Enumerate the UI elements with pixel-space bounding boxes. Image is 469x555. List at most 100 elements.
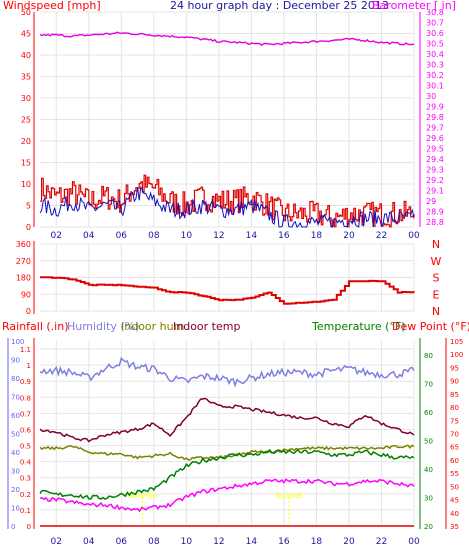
barometer-tick-label: 30.5 [426, 39, 444, 48]
x-tick-label: 08 [148, 231, 160, 241]
humidity-tick-label: 0 [11, 523, 15, 531]
barometer-tick-label: 28.9 [426, 207, 444, 216]
dewpoint-tick-label: 95 [450, 364, 459, 372]
barometer-tick-label: 29 [426, 197, 436, 206]
wind-tick-label: 20 [21, 137, 31, 146]
dewpoint-tick-label: 90 [450, 378, 459, 386]
x-tick-label: 14 [246, 231, 258, 241]
humidity-tick-label: 10 [11, 505, 20, 513]
x-tick-label: 16 [278, 231, 290, 241]
indoor-temp-series-line [39, 397, 415, 443]
barometer-tick-label: 30.7 [426, 18, 444, 27]
x-tick-label: 16 [278, 537, 290, 547]
dewpoint-tick-label: 45 [450, 497, 459, 505]
temperature-tick-label: 80 [424, 352, 433, 360]
rain-tick-label: 0.8 [20, 394, 31, 402]
temperature-tick-label: 20 [424, 523, 433, 531]
rain-tick-label: 0.3 [20, 475, 31, 483]
rain-tick-label: 0.1 [20, 507, 31, 515]
temperature-tick-label: 30 [424, 495, 433, 503]
rain-tick-label: 0.9 [20, 378, 31, 386]
barometer-tick-label: 29.5 [426, 144, 444, 153]
x-tick-label: 06 [116, 537, 128, 547]
rain-tick-label: 0.5 [20, 443, 31, 451]
wind-tick-label: 0 [26, 223, 31, 232]
wind-tick-label: 40 [21, 51, 31, 60]
direction-tick-label: 90 [21, 290, 31, 299]
x-tick-label: 18 [311, 231, 323, 241]
x-tick-label: 22 [376, 231, 387, 241]
barometer-tick-label: 29.1 [426, 186, 444, 195]
x-tick-label: 18 [311, 537, 323, 547]
rain-tick-label: 0.6 [20, 426, 32, 434]
x-tick-label: 06 [116, 231, 128, 241]
dewpoint-tick-label: 60 [450, 457, 459, 465]
barometer-tick-label: 30.2 [426, 71, 444, 80]
chart-title: 24 hour graph day : December 25 2013 [170, 0, 389, 12]
barometer-tick-label: 29.7 [426, 123, 444, 132]
windgust-series-line [40, 174, 415, 228]
x-tick-label: 00 [408, 231, 420, 241]
dewpoint-tick-label: 100 [450, 351, 463, 359]
wind-tick-label: 10 [21, 180, 31, 189]
dewpoint-tick-label: 75 [450, 417, 459, 425]
barometer-tick-label: 30 [426, 92, 436, 101]
humidity-tick-label: 90 [11, 357, 20, 365]
humidity-tick-label: 100 [11, 338, 24, 346]
dewpoint-tick-label: 35 [450, 523, 459, 531]
barometer-tick-label: 30.1 [426, 81, 444, 90]
compass-label: E [433, 288, 440, 301]
humidity-tick-label: 50 [11, 431, 20, 439]
barometer-tick-label: 28.8 [426, 218, 444, 227]
barometer-tick-label: 30.6 [426, 29, 444, 38]
dewpoint-tick-label: 70 [450, 431, 459, 439]
legend-temperature: Temperature (°F) [311, 320, 406, 333]
windspeed-axis-label: Windspeed [mph] [3, 0, 101, 12]
x-tick-label: 22 [376, 537, 387, 547]
x-tick-label: 00 [408, 537, 420, 547]
sun-marker-label: Sunrise [128, 491, 158, 500]
humidity-tick-label: 70 [11, 394, 20, 402]
compass-label: N [432, 238, 440, 251]
x-tick-label: 08 [148, 537, 160, 547]
barometer-axis-label: Barometer [ in] [372, 0, 456, 12]
series-lines [39, 31, 415, 527]
rain-tick-label: 0.2 [20, 491, 31, 499]
x-tick-label: 04 [83, 537, 95, 547]
x-tick-label: 12 [213, 537, 224, 547]
legend-humidity: Humidity (%) [67, 320, 139, 333]
dewpoint-series-line [39, 478, 415, 513]
dewpoint-tick-label: 105 [450, 338, 463, 346]
compass-label: N [432, 305, 440, 318]
humidity-series-line [39, 356, 415, 388]
temperature-tick-label: 50 [424, 438, 433, 446]
rain-tick-label: 0.7 [20, 410, 31, 418]
dewpoint-tick-label: 40 [450, 510, 459, 518]
grid-lines [40, 11, 415, 527]
temperature-tick-label: 70 [424, 381, 433, 389]
dewpoint-tick-label: 80 [450, 404, 459, 412]
wind-tick-label: 25 [21, 116, 31, 125]
sun-marker-label: Sunset [275, 491, 302, 500]
dewpoint-tick-label: 50 [450, 483, 459, 491]
humidity-tick-label: 30 [11, 468, 20, 476]
barometer-tick-label: 29.4 [426, 155, 444, 164]
rain-tick-label: 0.4 [20, 459, 32, 467]
x-tick-label: 04 [83, 231, 95, 241]
x-tick-label: 10 [181, 231, 193, 241]
x-tick-label: 02 [51, 537, 62, 547]
rain-tick-label: 0 [27, 523, 31, 531]
direction-tick-label: 270 [16, 257, 31, 266]
compass-label: W [431, 255, 442, 268]
wind-tick-label: 50 [21, 8, 31, 17]
wind-tick-label: 5 [26, 202, 31, 211]
humidity-tick-label: 60 [11, 412, 20, 420]
temperature-series-line [39, 448, 415, 500]
direction-tick-label: 180 [16, 274, 31, 283]
sun-annotations: Sunrise Sunset [128, 491, 303, 526]
x-tick-label: 20 [343, 537, 355, 547]
barometer-tick-label: 29.3 [426, 165, 444, 174]
direction-tick-label: 0 [26, 307, 31, 316]
wind-tick-label: 45 [21, 30, 31, 39]
